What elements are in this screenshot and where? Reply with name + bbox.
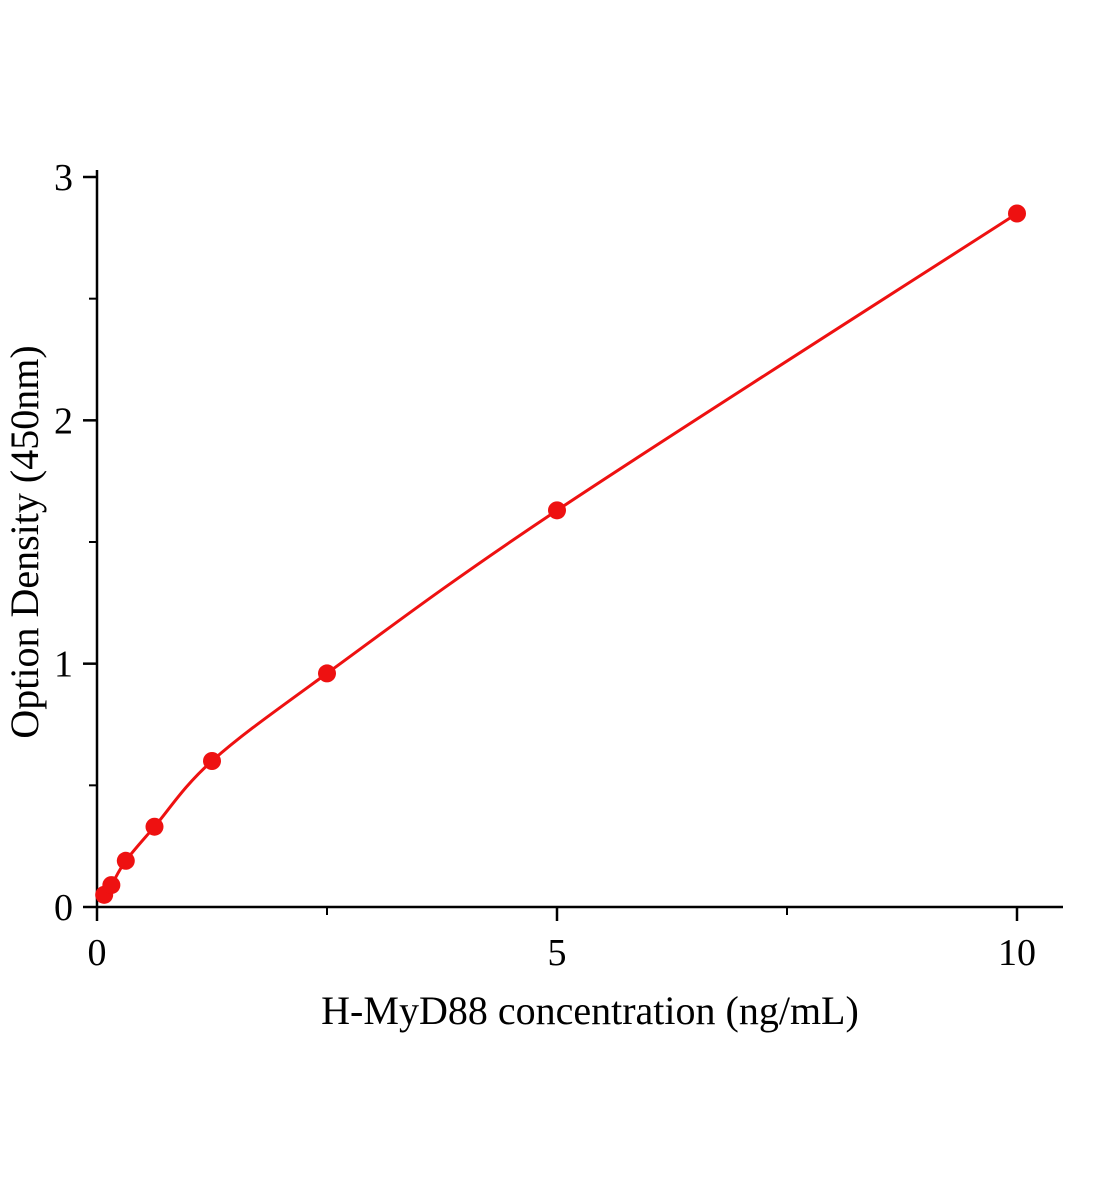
data-point: [1008, 204, 1026, 223]
x-tick-label: 5: [548, 932, 567, 974]
y-tick-label: 3: [54, 157, 73, 199]
data-series: [95, 204, 1026, 904]
data-point: [203, 752, 221, 770]
data-point: [318, 664, 336, 683]
x-tick-label: 0: [88, 932, 107, 974]
data-point: [116, 851, 135, 870]
curve-line: [102, 212, 1019, 897]
y-axis-title: Option Density (450nm): [2, 345, 47, 738]
axes: [95, 170, 1063, 909]
y-tick-label: 1: [54, 644, 73, 686]
x-tick-label: 10: [998, 932, 1036, 974]
y-tick-label: 2: [54, 400, 73, 442]
x-axis-title: H-MyD88 concentration (ng/mL): [321, 988, 859, 1033]
data-point: [145, 817, 164, 836]
tick-labels: 0 5 10 0 1 2 3: [54, 157, 1036, 974]
tick-marks: [83, 175, 1019, 921]
data-point: [102, 876, 121, 895]
data-point: [548, 501, 566, 520]
y-tick-label: 0: [54, 887, 73, 929]
